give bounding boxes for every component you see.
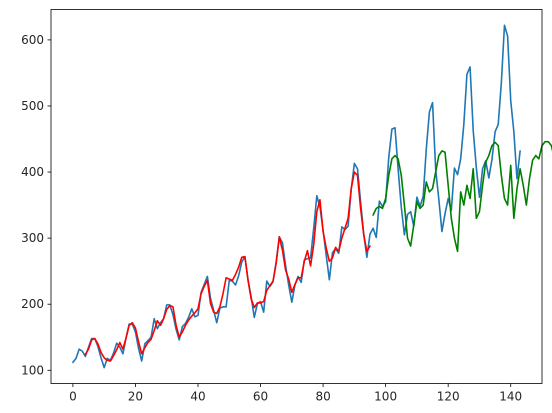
y-tick-label: 300 bbox=[21, 231, 44, 245]
series-line-2 bbox=[372, 140, 552, 253]
x-axis: 0 20 40 60 80 100 120 140 bbox=[69, 383, 522, 404]
y-tick-label: 500 bbox=[21, 99, 44, 113]
x-tick-label: 140 bbox=[499, 390, 522, 404]
series-line-0 bbox=[72, 24, 521, 369]
y-axis: 100 200 300 400 500 600 bbox=[21, 33, 51, 377]
x-tick-label: 0 bbox=[69, 390, 77, 404]
x-tick-label: 20 bbox=[128, 390, 143, 404]
y-tick-label: 600 bbox=[21, 33, 44, 47]
series-line-1 bbox=[84, 171, 371, 362]
x-tick-label: 120 bbox=[437, 390, 460, 404]
y-tick-label: 200 bbox=[21, 297, 44, 311]
y-tick-label: 100 bbox=[21, 363, 44, 377]
x-tick-label: 40 bbox=[190, 390, 205, 404]
x-tick-label: 100 bbox=[374, 390, 397, 404]
x-tick-label: 60 bbox=[253, 390, 268, 404]
plot-frame bbox=[50, 9, 543, 384]
plot-lines bbox=[72, 24, 552, 369]
x-tick-label: 80 bbox=[315, 390, 330, 404]
y-tick-label: 400 bbox=[21, 165, 44, 179]
